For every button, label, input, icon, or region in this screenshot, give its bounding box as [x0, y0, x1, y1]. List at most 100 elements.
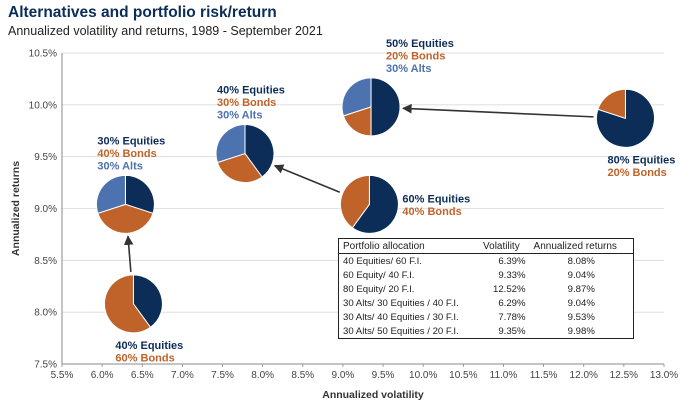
pie-slice-bonds	[597, 88, 626, 119]
y-tick-label: 9.0%	[34, 204, 57, 215]
table-cell-volatility: 6.39%	[498, 255, 526, 267]
x-tick-label: 5.5%	[51, 370, 74, 381]
x-tick-label: 10.5%	[449, 370, 477, 381]
x-tick-label: 6.5%	[131, 370, 154, 381]
table-header-row: Portfolio allocation Volatility Annualiz…	[338, 238, 634, 254]
table-header-volatility: Volatility	[479, 238, 530, 254]
x-tick-label: 9.0%	[332, 370, 355, 381]
axes: 7.5% 8.0% 8.5% 9.0% 9.5% 10.0% 10.5% 5.5% 6.0% 6.…	[10, 49, 678, 402]
x-tick-label: 12.0%	[570, 370, 598, 381]
pie-label-line: 40% Bonds	[402, 206, 461, 218]
y-axis-title: Annualized returns	[10, 161, 22, 256]
pie-label-line: 30% Bonds	[217, 97, 276, 109]
table-cell-allocation: 30 Alts/ 50 Equities / 20 F.I.	[343, 325, 459, 337]
pie-slice-equities	[595, 88, 655, 148]
arrows	[123, 103, 594, 273]
x-tick-label: 12.5%	[610, 370, 638, 381]
x-axis-title: Annualized volatility	[322, 389, 424, 401]
table-row: 40 Equities/ 60 F.I. 6.39% 8.08%	[339, 254, 634, 269]
pie-80-20	[595, 88, 655, 148]
pie-60-40	[339, 174, 399, 234]
pie-slice-alts	[95, 174, 126, 214]
y-tick-label: 10.5%	[29, 49, 57, 60]
table-cell-allocation: 30 Alts/ 30 Equities / 40 F.I.	[343, 297, 459, 309]
table-cell-volatility: 9.35%	[498, 325, 526, 337]
pie-label-line: 40% Equities	[115, 340, 183, 352]
table-cell-volatility: 7.78%	[498, 311, 526, 323]
table-cell-returns: 9.53%	[567, 311, 595, 323]
x-tick-label: 8.5%	[291, 370, 314, 381]
pie-label-line: 30% Alts	[217, 110, 262, 122]
y-tick-label: 9.5%	[34, 152, 57, 163]
table-cell-returns: 9.98%	[567, 325, 595, 337]
pie-40-30-30	[215, 124, 275, 184]
pie-slice-bonds	[342, 106, 372, 137]
table-cell-returns: 9.04%	[567, 269, 595, 281]
x-tick-label: 11.0%	[490, 370, 518, 381]
pie-40-60	[103, 274, 163, 334]
table-header-returns: Annualized returns	[529, 238, 634, 254]
pie-label-line: 60% Equities	[402, 193, 470, 205]
table-row: 30 Alts/ 40 Equities / 30 F.I. 7.78% 9.5…	[339, 310, 634, 324]
pie-30-40-30	[95, 174, 155, 234]
x-tick-label: 11.5%	[530, 370, 558, 381]
pie-50-20-30	[341, 77, 401, 137]
table-header-allocation: Portfolio allocation	[338, 238, 480, 254]
pie-label-line: 40% Equities	[217, 85, 285, 97]
pie-slice-alts	[341, 77, 372, 117]
pie-label-line: 30% Equities	[97, 135, 165, 147]
pie-slice-equities	[124, 174, 155, 214]
table-cell-volatility: 6.29%	[498, 297, 526, 309]
table-cell-returns: 9.87%	[567, 283, 595, 295]
x-tick-label: 10.0%	[409, 370, 437, 381]
table-cell-volatility: 9.33%	[498, 269, 526, 281]
table-row: 60 Equity/ 40 F.I. 9.33% 9.04%	[339, 268, 634, 282]
chart-title: Alternatives and portfolio risk/return	[8, 4, 277, 21]
arrow-40-60-to-30-40-30	[123, 235, 134, 273]
pie-label-line: 80% Equities	[607, 154, 675, 166]
pie-label-line: 60% Bonds	[115, 352, 174, 364]
table-cell-allocation: 30 Alts/ 40 Equities / 30 F.I.	[343, 311, 459, 323]
pie-slice-bonds	[103, 274, 152, 334]
x-tick-label: 9.5%	[372, 370, 395, 381]
pie-slice-bonds	[97, 203, 154, 234]
allocation-table: Portfolio allocation Volatility Annualiz…	[338, 238, 634, 339]
pie-label-line: 20% Bonds	[607, 167, 666, 179]
pie-label-line: 30% Alts	[97, 160, 142, 172]
table-row: 80 Equity/ 20 F.I. 12.52% 9.87%	[339, 282, 634, 296]
pie-slice-bonds	[216, 152, 263, 184]
table-cell-volatility: 12.52%	[493, 283, 526, 295]
y-tick-label: 8.5%	[34, 256, 57, 267]
x-tick-label: 13.0%	[650, 370, 678, 381]
pie-label-line: 30% Alts	[386, 63, 431, 75]
pie-slice-equities	[132, 274, 163, 329]
y-tick-label: 10.0%	[29, 100, 57, 111]
pie-slice-alts	[215, 124, 246, 164]
y-tick-label: 8.0%	[34, 308, 57, 319]
pie-slice-equities	[244, 124, 275, 178]
pie-slice-equities	[351, 174, 399, 234]
x-tick-label: 7.5%	[211, 370, 234, 381]
table-cell-returns: 9.04%	[567, 297, 595, 309]
table-cell-allocation: 60 Equity/ 40 F.I.	[343, 269, 415, 281]
pie-label-line: 50% Equities	[386, 38, 454, 50]
x-tick-label: 6.0%	[91, 370, 114, 381]
pie-label-line: 40% Bonds	[97, 148, 156, 160]
chart-subtitle: Annualized volatility and returns, 1989 …	[8, 24, 323, 38]
pie-slice-bonds	[339, 174, 370, 229]
pie-label-line: 20% Bonds	[386, 50, 445, 62]
table-cell-allocation: 80 Equity/ 20 F.I.	[343, 283, 415, 295]
arrow-80-20-to-50-20-30	[402, 103, 594, 118]
x-tick-label: 7.0%	[171, 370, 194, 381]
arrow-60-40-to-40-30-30	[273, 164, 341, 193]
pie-slice-equities	[370, 77, 401, 137]
x-tick-label: 8.0%	[251, 370, 274, 381]
table-row: 30 Alts/ 30 Equities / 40 F.I. 6.29% 9.0…	[339, 296, 634, 310]
table-cell-allocation: 40 Equities/ 60 F.I.	[343, 255, 422, 267]
table-row: 30 Alts/ 50 Equities / 20 F.I. 9.35% 9.9…	[339, 324, 634, 339]
y-tick-label: 7.5%	[34, 360, 57, 371]
table-cell-returns: 8.08%	[567, 255, 595, 267]
pie-markers	[95, 77, 655, 334]
